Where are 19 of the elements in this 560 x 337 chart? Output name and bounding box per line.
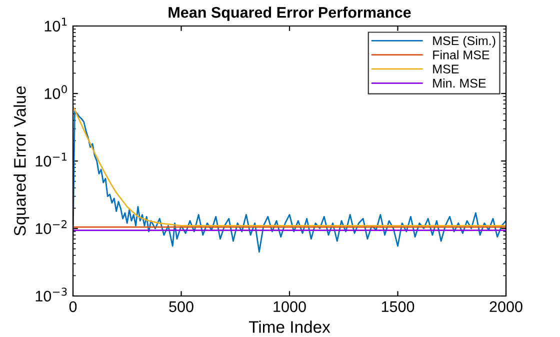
legend-label: MSE [433,64,459,74]
x-axis-title: Time Index [248,320,330,333]
y-tick-label: 10$^{−3}$ [36,288,67,302]
y-tick-label: 10$^{−2}$ [36,220,67,234]
legend-label: MSE (Sim.) [433,36,496,48]
y-tick-label: 10$^{−1}$ [36,152,67,167]
y-axis-title: Squared Error Value [14,86,30,236]
x-tick-label: 1500 [382,301,414,312]
y-tick-label: 10$^{1}$ [44,18,67,32]
legend-label: Final MSE [433,50,490,60]
x-tick-label: 0 [69,301,77,312]
x-tick-label: 2000 [490,301,522,312]
line-series [73,110,506,253]
y-tick-label: 10$^{0}$ [44,85,67,100]
chart-title: Mean Squared Error Performance [168,6,411,21]
x-tick-label: 1000 [274,301,306,312]
line-series [73,105,506,226]
legend-label: Min. MSE [433,78,486,88]
x-tick-label: 500 [169,301,194,312]
